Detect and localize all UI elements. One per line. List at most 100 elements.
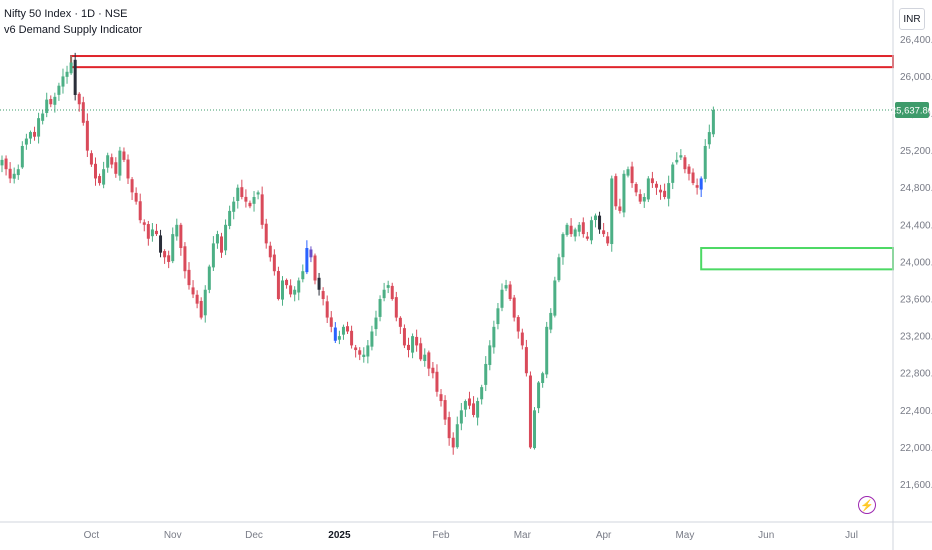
candle xyxy=(642,193,646,208)
candle xyxy=(646,176,650,203)
price-tick-label: 24,400.00 xyxy=(900,220,932,231)
candle xyxy=(260,186,264,229)
price-tick-label: 22,400.00 xyxy=(900,406,932,417)
price-tick-label: 26,000.00 xyxy=(900,72,932,83)
candle xyxy=(549,308,553,334)
supply-zone xyxy=(70,55,895,69)
candle xyxy=(122,147,126,163)
candle xyxy=(366,339,370,364)
candle xyxy=(561,232,565,265)
candle xyxy=(598,211,602,234)
candle xyxy=(207,264,211,294)
price-axis[interactable]: 21,600.00 22,000.00 22,400.00 22,800.00 23,2… xyxy=(892,0,932,550)
candle xyxy=(581,217,585,238)
candle xyxy=(423,348,427,367)
candle xyxy=(439,389,443,407)
candle xyxy=(626,166,630,178)
candle xyxy=(667,175,671,207)
candle xyxy=(533,407,537,450)
candle xyxy=(301,264,305,283)
candle xyxy=(215,230,219,249)
candle xyxy=(325,295,329,324)
candle xyxy=(77,92,81,112)
candle xyxy=(321,287,325,306)
candle xyxy=(569,218,573,237)
candle xyxy=(618,198,622,214)
candle xyxy=(244,189,248,208)
candle xyxy=(447,411,451,446)
candle xyxy=(480,384,484,405)
candle xyxy=(289,279,293,298)
candle xyxy=(606,231,610,246)
candle xyxy=(358,347,362,361)
candle xyxy=(305,240,309,275)
candle xyxy=(419,337,423,362)
candle xyxy=(57,82,61,101)
candle xyxy=(516,315,520,339)
candle xyxy=(118,146,122,181)
candle xyxy=(252,191,256,212)
candle xyxy=(61,68,65,94)
candle xyxy=(199,297,203,320)
candle xyxy=(16,164,20,180)
time-tick-label: Jun xyxy=(758,530,774,541)
symbol-title: Nifty 50 Index · 1D · NSE xyxy=(4,8,128,20)
candle xyxy=(346,321,350,335)
candle xyxy=(451,432,455,455)
candle xyxy=(341,324,345,340)
price-tick-label: 26,400.00 xyxy=(900,35,932,46)
price-tick-label: 23,200.00 xyxy=(900,332,932,343)
demand-zone xyxy=(700,247,894,271)
candle xyxy=(8,162,12,184)
candle xyxy=(309,246,313,263)
candle xyxy=(159,229,163,258)
candle xyxy=(220,232,224,258)
candle xyxy=(276,266,280,301)
currency-button[interactable]: INR xyxy=(899,8,925,30)
candle xyxy=(687,164,691,181)
indicator-title: v6 Demand Supply Indicator xyxy=(4,24,143,36)
time-tick-label: Mar xyxy=(514,530,532,541)
candle xyxy=(630,161,634,188)
candle xyxy=(264,218,268,249)
candle xyxy=(81,96,85,126)
candle xyxy=(512,294,516,322)
candle xyxy=(33,126,37,141)
time-tick-label: Nov xyxy=(164,530,182,541)
time-tick-label: Oct xyxy=(84,530,100,541)
candle xyxy=(293,286,297,302)
time-axis[interactable]: Oct Nov Dec 2025 Feb Mar Apr May Jun Jul xyxy=(0,521,932,541)
candle xyxy=(435,364,439,397)
candle xyxy=(695,178,699,195)
candle xyxy=(28,130,32,144)
candle xyxy=(654,181,658,195)
lightning-icon[interactable]: ⚡ xyxy=(858,496,876,514)
candle xyxy=(610,175,614,252)
candle xyxy=(146,220,150,246)
candle xyxy=(472,396,476,418)
time-tick-label: Dec xyxy=(245,530,263,541)
candle xyxy=(589,216,593,245)
candle xyxy=(484,356,488,392)
candle xyxy=(541,371,545,388)
candle xyxy=(679,149,683,161)
candle xyxy=(394,291,398,322)
candle xyxy=(142,219,146,232)
candle xyxy=(537,381,541,414)
candle xyxy=(354,344,358,358)
candle xyxy=(650,171,654,188)
candle xyxy=(37,112,41,144)
time-tick-label: Jul xyxy=(845,530,858,541)
time-tick-label: May xyxy=(675,530,694,541)
candle xyxy=(402,324,406,349)
candle xyxy=(553,276,557,318)
candle xyxy=(0,155,4,173)
candle xyxy=(329,311,333,333)
candle xyxy=(593,213,597,228)
price-tick-label: 25,200.00 xyxy=(900,146,932,157)
candle xyxy=(382,282,386,302)
candle xyxy=(362,347,366,363)
candle xyxy=(248,200,252,209)
candle xyxy=(703,139,707,183)
